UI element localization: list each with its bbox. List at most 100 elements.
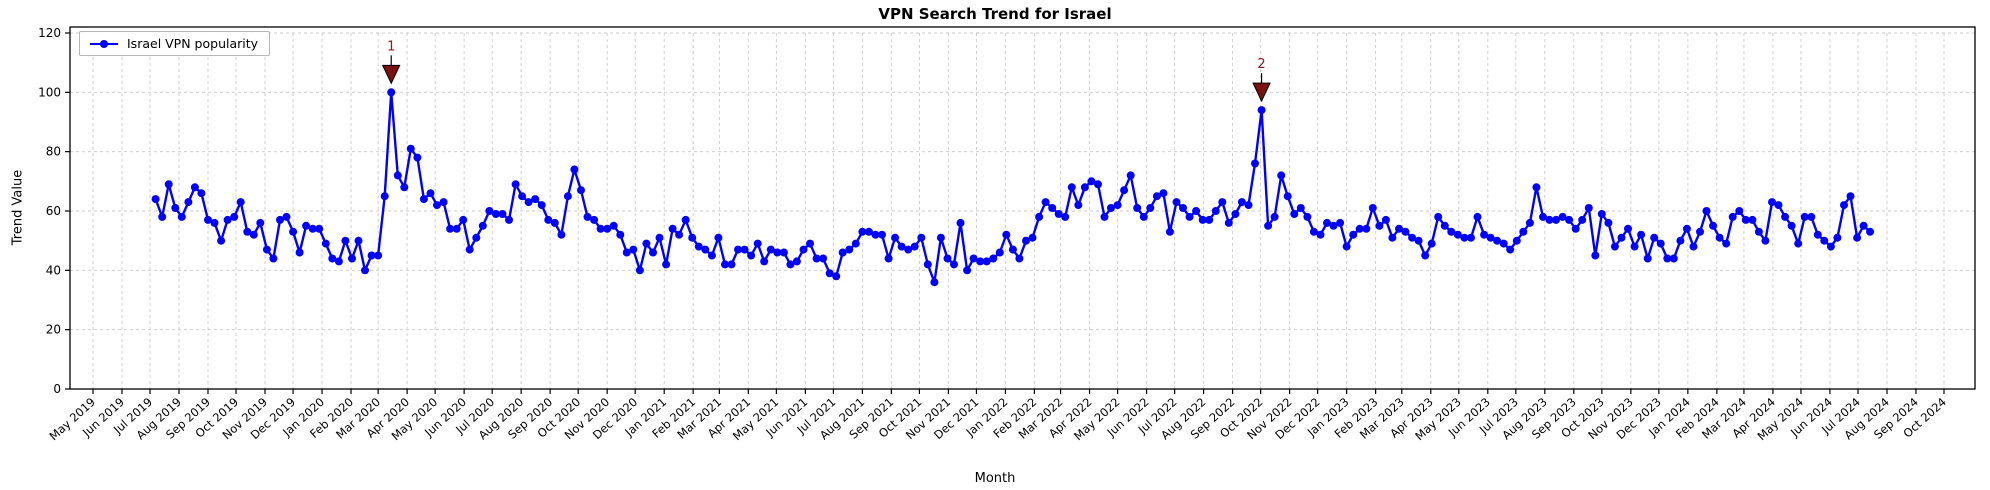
data-point — [779, 248, 788, 257]
data-point — [249, 230, 258, 239]
data-point — [380, 192, 389, 201]
data-point — [243, 227, 252, 236]
data-point — [230, 212, 239, 221]
data-point — [864, 227, 873, 236]
data-point — [282, 212, 291, 221]
data-point — [289, 227, 298, 236]
data-point — [1002, 230, 1011, 239]
data-point — [472, 233, 481, 242]
data-point — [334, 257, 343, 266]
data-point — [387, 88, 396, 97]
data-point — [1224, 218, 1233, 227]
data-point — [491, 210, 500, 218]
data-point — [446, 224, 455, 233]
legend-series-label: Israel VPN popularity — [127, 36, 259, 51]
data-point — [1512, 236, 1521, 245]
data-point — [963, 266, 972, 275]
data-point — [1008, 245, 1017, 254]
data-point — [766, 245, 775, 254]
data-point — [989, 254, 998, 263]
data-point — [1807, 212, 1816, 221]
data-point — [1414, 236, 1423, 245]
data-point — [1120, 186, 1129, 195]
data-point — [956, 218, 965, 227]
data-point — [426, 189, 435, 198]
svg-text:120: 120 — [38, 26, 61, 40]
chart-title: VPN Search Trend for Israel — [878, 5, 1112, 23]
data-point — [995, 248, 1004, 257]
data-point — [819, 254, 828, 263]
data-point — [164, 180, 173, 189]
data-point — [1866, 227, 1875, 236]
data-point — [923, 260, 932, 269]
data-point — [897, 242, 906, 251]
data-point — [642, 239, 651, 248]
svg-text:2: 2 — [1257, 57, 1265, 72]
data-point — [1133, 204, 1142, 212]
svg-text:100: 100 — [38, 85, 61, 99]
data-point — [1237, 198, 1246, 207]
legend: Israel VPN popularity — [79, 31, 271, 56]
data-point — [1853, 233, 1862, 242]
data-point — [943, 254, 952, 263]
data-point — [341, 236, 350, 245]
svg-text:60: 60 — [46, 204, 61, 218]
data-point — [465, 245, 474, 254]
data-point — [727, 260, 736, 269]
data-point — [616, 230, 625, 239]
data-point — [321, 239, 330, 248]
data-point — [1506, 245, 1515, 254]
data-point — [505, 215, 513, 224]
data-point — [406, 144, 415, 153]
data-point — [1453, 230, 1462, 239]
data-point — [1192, 207, 1201, 215]
svg-text:80: 80 — [46, 145, 61, 159]
data-point — [1244, 201, 1253, 210]
data-point — [1165, 227, 1174, 236]
data-point — [197, 189, 206, 198]
data-point — [1846, 192, 1855, 201]
data-point — [1408, 233, 1417, 242]
data-point — [1800, 212, 1809, 221]
data-point — [550, 218, 559, 227]
y-axis-label: Trend Value — [10, 169, 26, 246]
data-point — [1303, 212, 1312, 221]
data-point — [792, 257, 801, 266]
data-point — [1794, 239, 1803, 248]
data-point — [1650, 233, 1659, 242]
annotation-marker-2: 2 — [1252, 57, 1271, 103]
data-point — [701, 245, 710, 254]
data-point — [1748, 215, 1757, 224]
data-point — [1067, 183, 1076, 192]
data-point — [714, 233, 723, 242]
data-point — [1617, 233, 1626, 242]
data-point — [1741, 215, 1750, 224]
data-point — [635, 266, 644, 275]
data-point — [485, 207, 494, 215]
data-point — [655, 233, 664, 242]
data-point — [171, 204, 180, 212]
data-point — [734, 245, 742, 254]
data-point — [1499, 239, 1508, 248]
data-point — [1087, 177, 1096, 186]
data-point — [478, 221, 487, 230]
data-point — [1754, 227, 1763, 236]
data-point — [1107, 204, 1115, 212]
data-point — [269, 254, 278, 263]
data-point — [308, 224, 317, 233]
data-point — [1375, 221, 1384, 230]
legend-line-marker-icon — [90, 39, 118, 48]
annotation-marker-1: 1 — [381, 39, 401, 85]
data-point — [1205, 215, 1214, 224]
data-point — [1264, 221, 1273, 230]
data-point — [1283, 192, 1292, 201]
data-point — [982, 257, 991, 266]
data-point — [930, 278, 939, 287]
data-point — [609, 221, 618, 230]
data-point — [1061, 212, 1070, 221]
data-point — [753, 239, 762, 248]
data-point — [524, 198, 533, 207]
svg-text:0: 0 — [53, 382, 61, 396]
